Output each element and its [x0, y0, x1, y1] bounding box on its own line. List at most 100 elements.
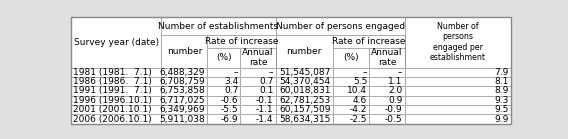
- Text: Rate of increase: Rate of increase: [205, 37, 278, 46]
- Text: 6,488,329: 6,488,329: [160, 68, 205, 77]
- Bar: [333, 96, 369, 105]
- Bar: [333, 35, 404, 48]
- Bar: [275, 105, 333, 114]
- Bar: [207, 105, 240, 114]
- Text: 10.4: 10.4: [347, 86, 367, 95]
- Bar: [161, 86, 207, 96]
- Bar: [404, 77, 511, 86]
- Bar: [275, 17, 404, 35]
- Bar: [161, 105, 207, 114]
- Text: –: –: [398, 68, 403, 77]
- Text: Number of establishments: Number of establishments: [158, 22, 278, 31]
- Text: 60,018,831: 60,018,831: [279, 86, 331, 95]
- Text: –: –: [269, 68, 273, 77]
- Bar: [275, 105, 333, 114]
- Bar: [333, 114, 369, 124]
- Text: 8.9: 8.9: [495, 86, 509, 95]
- Text: number: number: [287, 47, 322, 56]
- Bar: [275, 35, 333, 68]
- Bar: [369, 77, 404, 86]
- Bar: [369, 68, 404, 77]
- Bar: [240, 77, 275, 86]
- Bar: [369, 68, 404, 77]
- Text: Annual
rate: Annual rate: [371, 48, 403, 67]
- Bar: [161, 105, 207, 114]
- Bar: [275, 68, 333, 77]
- Bar: [207, 96, 240, 105]
- Bar: [71, 86, 161, 96]
- Text: 6,708,759: 6,708,759: [160, 77, 205, 86]
- Bar: [275, 68, 333, 77]
- Bar: [207, 86, 240, 96]
- Text: (%): (%): [216, 53, 232, 62]
- Bar: [369, 48, 404, 68]
- Bar: [240, 77, 275, 86]
- Bar: [333, 86, 369, 96]
- Bar: [333, 77, 369, 86]
- Bar: [369, 48, 404, 68]
- Bar: [207, 77, 240, 86]
- Text: 6,349,969: 6,349,969: [160, 105, 205, 114]
- Bar: [207, 77, 240, 86]
- Text: 4.6: 4.6: [353, 96, 367, 105]
- Bar: [71, 17, 161, 68]
- Bar: [275, 35, 333, 68]
- Bar: [161, 96, 207, 105]
- Bar: [161, 96, 207, 105]
- Text: Number of persons engaged: Number of persons engaged: [275, 22, 405, 31]
- Bar: [369, 105, 404, 114]
- Text: 5,911,038: 5,911,038: [160, 115, 205, 124]
- Bar: [369, 105, 404, 114]
- Bar: [71, 96, 161, 105]
- Bar: [161, 35, 207, 68]
- Bar: [71, 114, 161, 124]
- Bar: [240, 86, 275, 96]
- Text: 2001 (2001.10.1): 2001 (2001.10.1): [73, 105, 152, 114]
- Bar: [161, 17, 275, 35]
- Bar: [207, 48, 240, 68]
- Bar: [275, 96, 333, 105]
- Text: 9.5: 9.5: [495, 105, 509, 114]
- Bar: [161, 17, 275, 35]
- Text: 62,781,253: 62,781,253: [279, 96, 331, 105]
- Text: -6.9: -6.9: [220, 115, 239, 124]
- Bar: [207, 86, 240, 96]
- Bar: [275, 96, 333, 105]
- Bar: [369, 86, 404, 96]
- Bar: [161, 86, 207, 96]
- Bar: [161, 35, 207, 68]
- Bar: [369, 86, 404, 96]
- Bar: [333, 77, 369, 86]
- Bar: [71, 105, 161, 114]
- Bar: [404, 17, 511, 68]
- Bar: [240, 105, 275, 114]
- Bar: [207, 68, 240, 77]
- Text: –: –: [363, 68, 367, 77]
- Bar: [404, 17, 511, 68]
- Bar: [369, 114, 404, 124]
- Bar: [240, 86, 275, 96]
- Bar: [404, 105, 511, 114]
- Bar: [71, 96, 161, 105]
- Bar: [333, 68, 369, 77]
- Bar: [240, 114, 275, 124]
- Text: 54,370,454: 54,370,454: [279, 77, 331, 86]
- Bar: [275, 17, 404, 35]
- Bar: [275, 86, 333, 96]
- Text: (%): (%): [344, 53, 359, 62]
- Bar: [275, 77, 333, 86]
- Text: 1981 (1981.  7.1): 1981 (1981. 7.1): [73, 68, 152, 77]
- Bar: [404, 96, 511, 105]
- Bar: [333, 105, 369, 114]
- Text: -2.5: -2.5: [350, 115, 367, 124]
- Bar: [161, 114, 207, 124]
- Bar: [275, 114, 333, 124]
- Bar: [240, 48, 275, 68]
- Bar: [333, 35, 404, 48]
- Bar: [71, 114, 161, 124]
- Bar: [240, 68, 275, 77]
- Bar: [275, 77, 333, 86]
- Text: –: –: [234, 68, 239, 77]
- Bar: [161, 77, 207, 86]
- Text: 0.7: 0.7: [224, 86, 239, 95]
